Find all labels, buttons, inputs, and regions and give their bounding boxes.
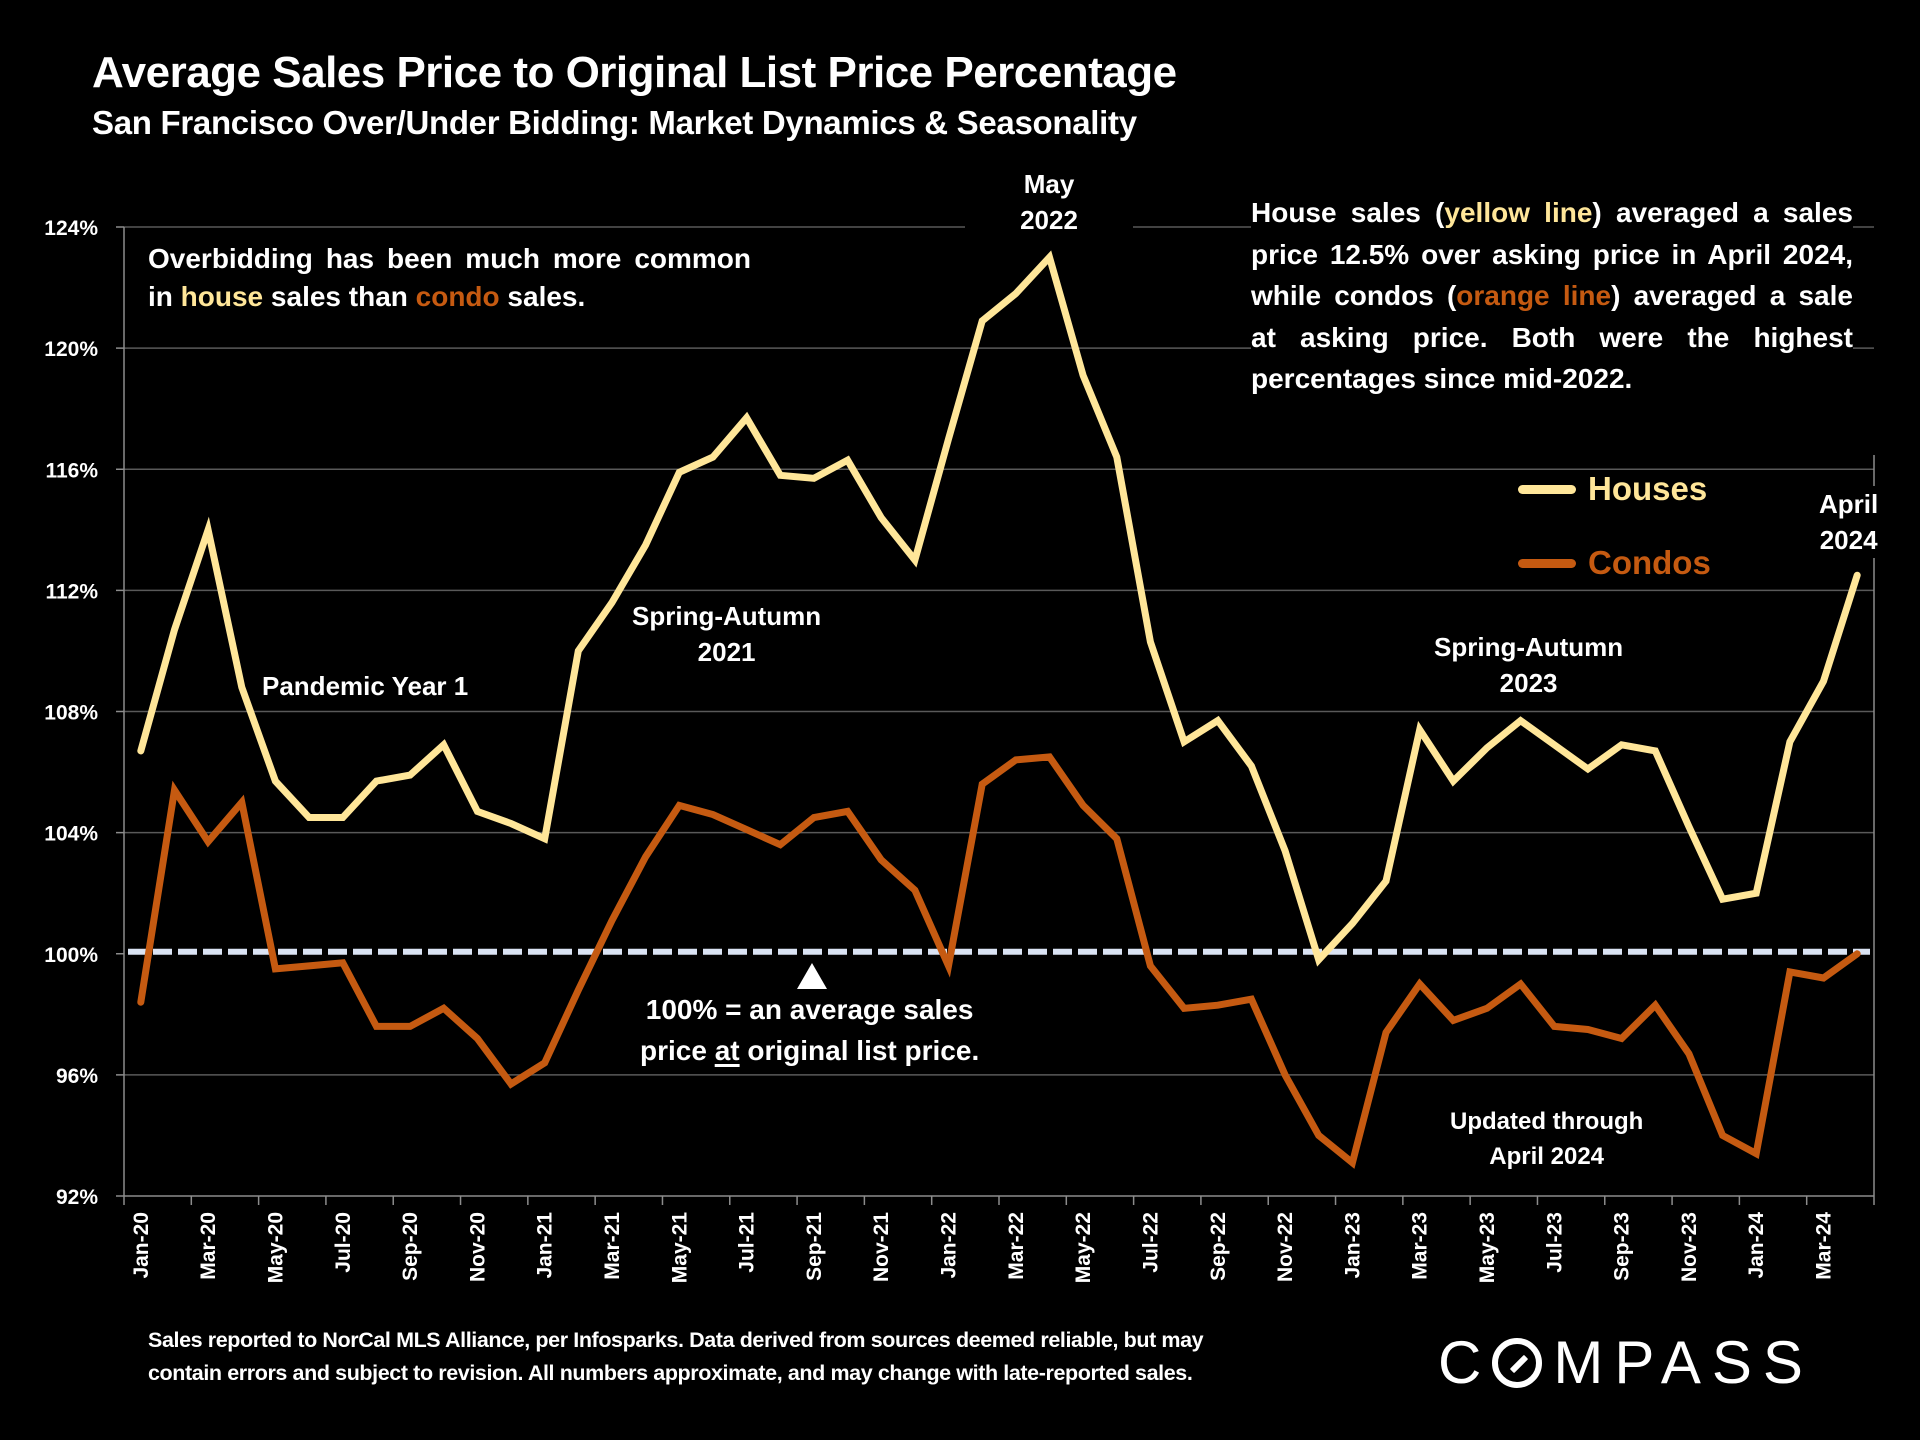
x-axis: Jan-20 Mar-20 May-20 Jul-20 Sep-20 Nov-20 Jan-…	[123, 1195, 1875, 1284]
x-tick-label: Mar-20	[197, 1212, 220, 1280]
x-tick-label: Jul-20	[332, 1212, 355, 1273]
label-line: 2021	[697, 637, 756, 667]
label-spring-autumn-2021: Spring-Autumn 2021	[632, 598, 821, 670]
y-tick-label: 100%	[44, 944, 98, 967]
label-line: May	[1023, 169, 1075, 199]
arrow-up-icon	[797, 963, 827, 989]
highlight-yellow-line: yellow line	[1444, 197, 1593, 228]
x-tick-label: Nov-23	[1678, 1212, 1701, 1282]
label-underlined-at: at	[714, 1035, 740, 1066]
legend-item-houses: Houses	[1518, 452, 1711, 526]
annotation-text: sales.	[499, 281, 586, 312]
x-tick-label: Nov-22	[1274, 1212, 1297, 1282]
y-tick-label: 104%	[44, 823, 98, 846]
legend: Houses Condos	[1518, 452, 1711, 600]
y-tick-label: 120%	[44, 338, 98, 361]
compass-o-icon	[1492, 1337, 1543, 1388]
annotation-text: Overbidding has been much more common in	[148, 243, 751, 312]
label-line: Spring-Autumn	[1434, 632, 1624, 662]
x-tick-label: May-23	[1476, 1212, 1499, 1283]
label-line: price at original list price.	[640, 1030, 979, 1071]
label-line: April	[1819, 489, 1879, 519]
annotation-text: ) averaged a sale at asking price. Both …	[1251, 280, 1853, 394]
x-tick-label: Jan-21	[534, 1212, 557, 1279]
label-pandemic-year-1: Pandemic Year 1	[262, 671, 469, 701]
y-tick-label: 112%	[45, 580, 98, 603]
logo-text: MPASS	[1553, 1329, 1814, 1396]
x-tick-label: Mar-22	[1005, 1212, 1028, 1280]
legend-swatch-condos	[1518, 558, 1576, 568]
highlight-orange-line: orange line	[1456, 280, 1612, 311]
label-line: April 2024	[1489, 1143, 1605, 1170]
label-line: 2023	[1499, 668, 1558, 698]
x-tick-label: Mar-21	[601, 1212, 624, 1280]
label-line: 2022	[1020, 205, 1078, 235]
y-tick-label: 92%	[56, 1186, 98, 1209]
highlight-condo: condo	[415, 281, 500, 312]
x-tick-label: Mar-24	[1813, 1212, 1836, 1280]
x-tick-label: May-22	[1072, 1212, 1095, 1283]
x-tick-label: Sep-20	[399, 1212, 422, 1281]
x-tick-label: Nov-21	[870, 1212, 893, 1282]
highlight-house: house	[180, 281, 264, 312]
x-tick-label: Sep-21	[803, 1212, 826, 1281]
chart-subtitle: San Francisco Over/Under Bidding: Market…	[92, 104, 1137, 141]
label-updated-through: Updated through April 2024	[1450, 1104, 1643, 1174]
legend-label-condos: Condos	[1588, 544, 1711, 581]
x-tick-label: Jan-20	[130, 1212, 153, 1279]
label-text: original list price.	[739, 1035, 980, 1066]
x-tick-label: Jan-24	[1745, 1212, 1768, 1279]
x-tick-label: Mar-23	[1409, 1212, 1432, 1280]
legend-swatch-houses	[1518, 484, 1576, 494]
label-line: 100% = an average sales	[645, 994, 974, 1025]
x-tick-label: Jan-23	[1341, 1212, 1364, 1279]
y-tick-label: 116%	[45, 459, 98, 482]
series-lines	[137, 250, 1861, 1169]
x-tick-label: May-20	[264, 1212, 287, 1283]
label-reference-explanation: 100% = an average sales price at origina…	[640, 989, 979, 1071]
y-tick-label: 124%	[44, 217, 98, 240]
series-line-houses	[137, 250, 1861, 967]
chart-title: Average Sales Price to Original List Pri…	[92, 48, 1177, 97]
label-spring-autumn-2023: Spring-Autumn 2023	[1434, 629, 1623, 701]
y-tick-label: 96%	[56, 1065, 98, 1088]
annotation-text: House sales (	[1251, 197, 1445, 228]
label-may-2022: May 2022	[965, 166, 1133, 238]
annotation-text: sales than	[263, 281, 416, 312]
legend-label-houses: Houses	[1588, 470, 1708, 507]
annotation-april-2024-summary: House sales (yellow line) averaged a sal…	[1251, 192, 1853, 406]
y-axis-ticks: 92% 96% 100% 104% 108% 112% 116% 120% 124%	[44, 217, 1875, 1209]
footer-line: contain errors and subject to revision. …	[148, 1361, 1193, 1385]
legend-item-condos: Condos	[1518, 526, 1711, 600]
series-line-condos	[137, 753, 1861, 1169]
y-tick-label: 108%	[44, 702, 98, 725]
x-tick-label: Jul-23	[1543, 1212, 1566, 1273]
annotation-text: ) averaged a sales price 12.5% over aski…	[1251, 197, 1853, 311]
compass-logo: C MPASS	[1438, 1328, 1814, 1397]
label-text: price	[640, 1035, 715, 1066]
footer-disclaimer: Sales reported to NorCal MLS Alliance, p…	[148, 1324, 1204, 1390]
x-tick-label: Jul-21	[736, 1212, 759, 1273]
logo-text: C	[1438, 1329, 1493, 1396]
x-tick-label: Jan-22	[938, 1212, 961, 1279]
x-tick-label: Sep-22	[1207, 1212, 1230, 1281]
x-tick-label: May-21	[668, 1212, 691, 1284]
label-april-2024: April 2024	[1815, 486, 1883, 558]
footer-line: Sales reported to NorCal MLS Alliance, p…	[148, 1328, 1204, 1352]
annotation-overbidding: Overbidding has been much more common in…	[148, 240, 751, 316]
label-line: Spring-Autumn	[632, 601, 822, 631]
x-tick-label: Sep-23	[1611, 1212, 1634, 1281]
label-line: 2024	[1819, 525, 1878, 555]
label-line: Updated through	[1450, 1108, 1644, 1135]
x-tick-label: Jul-22	[1139, 1212, 1162, 1273]
x-tick-label: Nov-20	[466, 1212, 489, 1282]
